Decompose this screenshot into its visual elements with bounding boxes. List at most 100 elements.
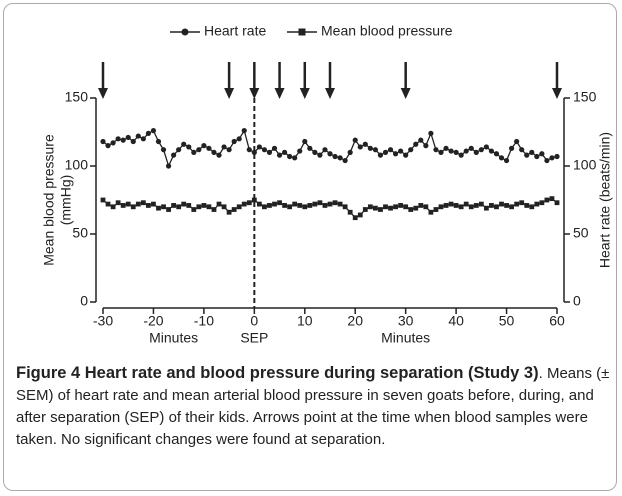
point <box>489 203 494 208</box>
point <box>498 155 505 161</box>
point <box>423 204 429 210</box>
point <box>433 147 439 153</box>
x-tick-label: 40 <box>448 313 464 329</box>
legend-label: Heart rate <box>204 23 266 39</box>
point <box>342 157 348 164</box>
point <box>387 147 394 153</box>
y2-tick-label: 100 <box>573 157 597 173</box>
point <box>206 204 212 210</box>
point <box>151 201 156 207</box>
point <box>493 151 500 157</box>
point <box>145 130 151 136</box>
point <box>478 147 484 153</box>
x-tick-label: 50 <box>499 313 515 329</box>
point <box>357 212 363 218</box>
point <box>357 144 363 150</box>
y-axis-label: (mmHg) <box>58 175 74 226</box>
y-tick-label: 150 <box>65 89 89 105</box>
point <box>534 201 540 207</box>
point <box>534 153 540 160</box>
point <box>468 204 474 210</box>
point <box>377 152 384 158</box>
point <box>246 200 252 206</box>
point <box>524 152 530 158</box>
point <box>509 204 514 210</box>
arrow-head <box>299 88 310 99</box>
point <box>256 201 262 207</box>
point <box>433 207 439 212</box>
point <box>120 203 126 208</box>
point <box>302 204 308 210</box>
point <box>478 201 484 207</box>
y-tick-label: 100 <box>65 157 89 173</box>
point <box>277 200 282 206</box>
y2-tick-label: 50 <box>573 225 589 241</box>
point <box>216 152 222 158</box>
point <box>135 133 141 139</box>
point <box>458 204 464 210</box>
arrow-head <box>224 88 235 99</box>
point <box>428 130 434 136</box>
point <box>297 148 303 154</box>
point <box>241 201 247 207</box>
point <box>246 147 252 153</box>
point <box>160 147 167 153</box>
point <box>146 203 151 208</box>
point <box>403 204 409 210</box>
point <box>201 203 207 208</box>
y2-tick-label: 150 <box>573 89 597 105</box>
point <box>292 201 298 207</box>
point <box>539 200 545 206</box>
point <box>392 151 399 157</box>
legend-marker <box>298 28 306 36</box>
point <box>378 207 383 212</box>
point <box>483 205 489 211</box>
point <box>231 138 237 145</box>
point <box>221 144 227 150</box>
point <box>130 138 136 145</box>
point <box>503 157 510 164</box>
caption-title: Figure 4 Heart rate and blood pressure d… <box>16 364 539 382</box>
figure-frame <box>3 3 617 491</box>
point <box>428 209 434 215</box>
point <box>115 136 121 142</box>
point <box>262 204 267 210</box>
separation-label: SEP <box>240 330 268 346</box>
point <box>373 205 378 211</box>
point <box>549 196 555 202</box>
point <box>241 128 247 134</box>
point <box>135 201 141 207</box>
point <box>367 204 373 210</box>
point <box>292 155 298 161</box>
y-tick-label: 50 <box>72 225 88 241</box>
x-tick-label: 20 <box>347 313 363 329</box>
point <box>473 203 479 208</box>
point <box>554 200 560 206</box>
y-tick-label: 0 <box>80 293 88 309</box>
point <box>423 143 429 149</box>
point <box>140 200 146 206</box>
point <box>100 197 106 203</box>
point <box>125 201 131 207</box>
series-line <box>102 197 558 219</box>
point <box>110 204 116 210</box>
point <box>382 149 389 155</box>
point <box>388 205 393 211</box>
point <box>544 197 550 203</box>
point <box>458 152 464 158</box>
arrow-head <box>325 88 335 99</box>
point <box>171 203 177 208</box>
point <box>181 141 187 147</box>
point <box>514 201 520 207</box>
point <box>267 203 272 208</box>
point <box>171 152 177 158</box>
point <box>307 145 313 151</box>
point <box>529 204 535 210</box>
point <box>438 149 444 155</box>
point <box>347 149 353 155</box>
point <box>504 203 509 208</box>
point <box>206 145 212 151</box>
point <box>155 138 162 145</box>
point <box>272 201 277 207</box>
point <box>524 203 530 208</box>
